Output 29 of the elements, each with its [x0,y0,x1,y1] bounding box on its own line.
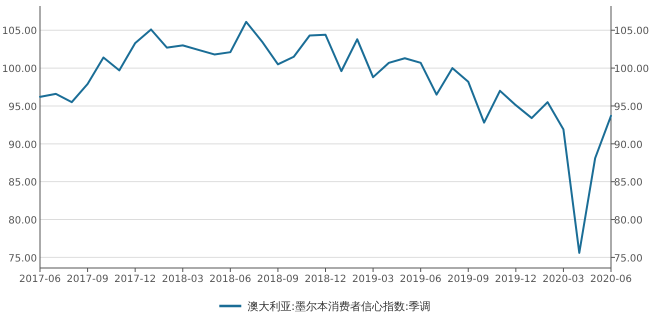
x-tick-label: 2019-12 [494,274,537,285]
y-tick-label: 100.00 [2,64,37,76]
x-tick-label: 2019-09 [447,274,490,285]
x-tick-label: 2017-12 [114,274,156,285]
y2-tick-label: 95.00 [614,102,643,113]
y2-tick-label: 90.00 [614,140,643,151]
y-tick-label: 75.00 [8,253,37,264]
x-tick-label: 2019-03 [352,274,394,285]
y-tick-label: 95.00 [8,102,37,113]
x-tick-label: 2017-06 [19,274,61,285]
x-tick-label: 2017-09 [66,274,108,285]
y2-tick-label: 105.00 [614,26,649,38]
x-tick-label: 2018-03 [162,274,204,285]
y2-tick-label: 100.00 [614,64,649,76]
y-tick-label: 105.00 [2,26,37,38]
legend-label: 澳大利亚:墨尔本消费者信心指数:季调 [247,300,431,313]
y-tick-label: 80.00 [8,216,37,227]
x-tick-label: 2020-03 [542,274,584,285]
x-tick-label: 2018-09 [257,274,299,285]
x-tick-label: 2018-12 [304,274,346,285]
y2-tick-label: 75.00 [614,253,643,264]
y2-tick-label: 80.00 [614,216,643,227]
x-tick-label: 2019-06 [400,274,442,285]
y2-tick-label: 85.00 [614,178,643,189]
x-tick-label: 2020-06 [590,274,632,285]
line-series [39,20,612,254]
y-tick-label: 85.00 [8,178,37,189]
y-tick-label: 90.00 [8,140,37,151]
x-tick-label: 2018-06 [209,274,252,285]
